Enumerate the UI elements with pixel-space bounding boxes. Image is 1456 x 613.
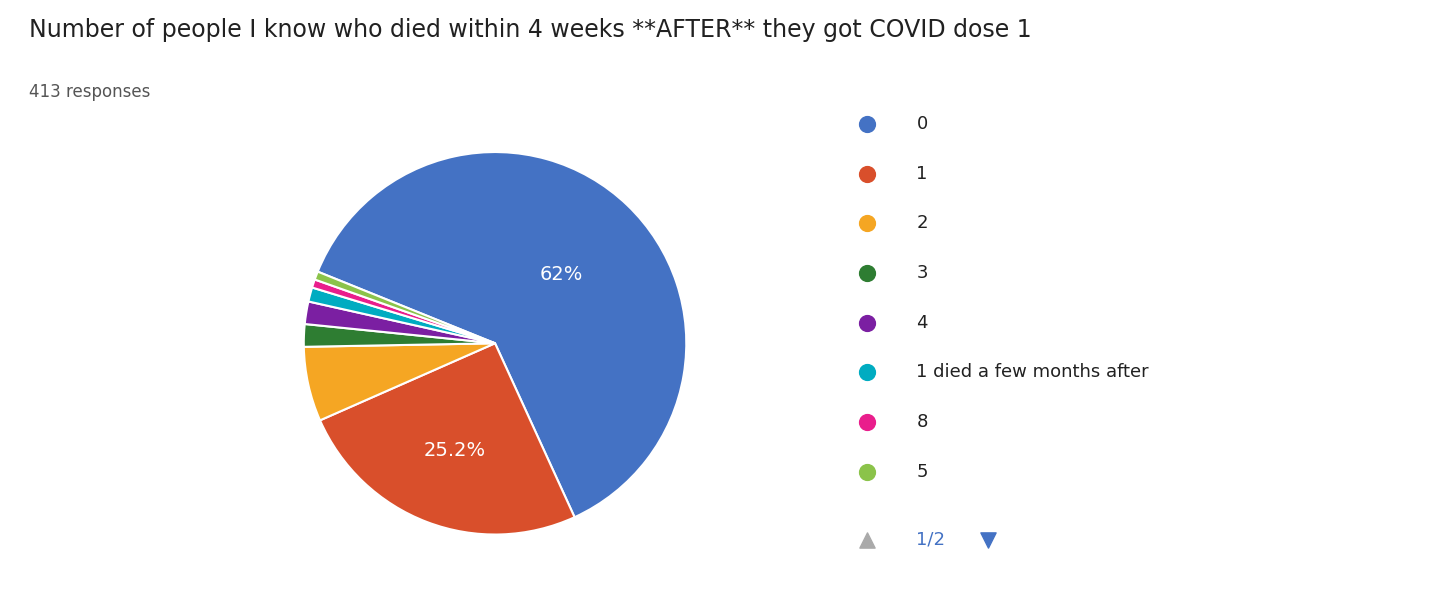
- Text: Number of people I know who died within 4 weeks **AFTER** they got COVID dose 1: Number of people I know who died within …: [29, 18, 1032, 42]
- Text: 3: 3: [916, 264, 927, 282]
- Text: 62%: 62%: [539, 265, 582, 284]
- Wedge shape: [317, 152, 686, 517]
- Text: 25.2%: 25.2%: [424, 441, 485, 460]
- Point: [855, 467, 878, 477]
- Text: 8: 8: [916, 413, 927, 431]
- Point: [855, 169, 878, 179]
- Point: [855, 535, 878, 544]
- Wedge shape: [312, 280, 495, 343]
- Text: 1 died a few months after: 1 died a few months after: [916, 364, 1149, 381]
- Point: [855, 318, 878, 327]
- Point: [855, 218, 878, 228]
- Point: [855, 417, 878, 427]
- Text: 1: 1: [916, 165, 927, 183]
- Text: 413 responses: 413 responses: [29, 83, 150, 101]
- Text: 5: 5: [916, 463, 927, 481]
- Point: [855, 268, 878, 278]
- Wedge shape: [304, 324, 495, 347]
- Text: 0: 0: [916, 115, 927, 133]
- Point: [977, 535, 1000, 544]
- Point: [855, 367, 878, 377]
- Wedge shape: [309, 287, 495, 343]
- Wedge shape: [304, 302, 495, 343]
- Point: [855, 119, 878, 129]
- Text: 4: 4: [916, 314, 927, 332]
- Text: 2: 2: [916, 215, 927, 232]
- Wedge shape: [314, 272, 495, 343]
- Text: 1/2: 1/2: [916, 531, 945, 549]
- Wedge shape: [320, 343, 575, 535]
- Wedge shape: [304, 343, 495, 421]
